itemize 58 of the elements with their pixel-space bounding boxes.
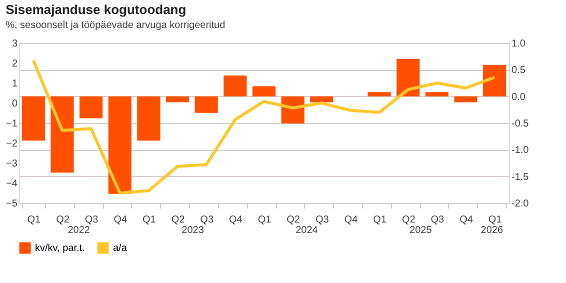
x-tick-label: Q2 — [56, 214, 70, 226]
bar — [224, 76, 247, 96]
bar — [368, 92, 391, 96]
text: 2024 — [296, 225, 318, 236]
bar — [80, 96, 103, 118]
text: 2026 — [480, 225, 504, 236]
x-tick-label: Q1 — [258, 214, 272, 226]
text: 2023 — [182, 225, 204, 236]
chart-subtitle: %, sesoonselt ja tööpäevade arvuga korrigeeritud — [6, 20, 226, 31]
bar — [50, 96, 74, 173]
bar — [22, 96, 45, 141]
x-tick-label: Q1 — [27, 214, 42, 226]
x-tick-label: Q4 — [460, 214, 474, 226]
bar — [166, 96, 190, 102]
bar — [137, 96, 160, 141]
x-tick-label: Q3 — [430, 214, 445, 226]
y-tick-label: −5 — [6, 198, 18, 210]
y-tick-label: 2 — [12, 58, 18, 70]
y-tick-label: −2 — [6, 138, 18, 150]
y-tick-label: −4 — [6, 178, 18, 190]
bar — [454, 96, 478, 102]
y-tick-label: 3 — [12, 38, 18, 50]
text: 2022 — [68, 225, 90, 236]
bar — [194, 96, 218, 113]
x-tick-label: Q2 — [171, 214, 186, 226]
bar — [108, 96, 132, 194]
x-tick-label: Q4 — [344, 214, 358, 226]
x-tick-label: Q2 — [286, 214, 300, 226]
chart-title: Sisemajanduse kogutoodang — [6, 2, 186, 17]
y2-tick-label: 0.0 — [512, 92, 526, 103]
x-tick-label: Q1 — [142, 214, 156, 226]
x-tick-label: Q1 — [373, 214, 387, 226]
bar — [252, 86, 276, 96]
y2-tick-label: -1.0 — [512, 145, 530, 156]
line-series — [32, 58, 496, 194]
bar — [483, 64, 506, 96]
y2-tick-label: -2.0 — [512, 198, 530, 210]
y-tick-label: 1 — [12, 78, 18, 90]
y-tick-label: 0 — [12, 98, 18, 110]
x-tick-label: Q3 — [315, 214, 330, 226]
y2-tick-label: 1.0 — [512, 38, 526, 50]
y2-tick-label: 0.5 — [512, 65, 526, 76]
y2-tick-label: -1.5 — [512, 172, 530, 183]
x-tick-label: Q3 — [84, 214, 99, 226]
text: 2025 — [410, 225, 432, 236]
y-tick-label: −1 — [6, 118, 18, 130]
bar — [425, 92, 448, 96]
x-tick-label: Q2 — [402, 214, 416, 226]
x-tick-label: Q4 — [229, 214, 243, 226]
y2-tick-label: -0.5 — [512, 118, 530, 130]
x-tick-label: Q1 — [488, 214, 502, 226]
x-tick-label: Q3 — [200, 214, 214, 226]
bar — [396, 59, 420, 96]
legend-label: a/a — [113, 243, 128, 254]
y-tick-label: −3 — [6, 158, 18, 170]
x-tick-label: Q4 — [114, 214, 128, 226]
bar — [310, 96, 334, 102]
legend-label: kv/kv, par.t. — [35, 243, 85, 254]
